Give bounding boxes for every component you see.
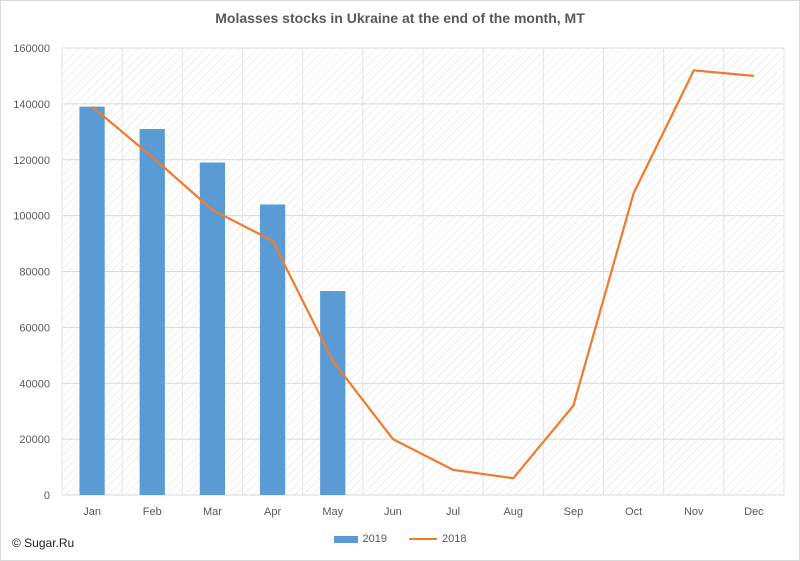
y-tick-label: 40000: [19, 378, 50, 390]
legend-label-2018: 2018: [442, 533, 467, 545]
legend-item-2018: 2018: [409, 533, 466, 545]
y-tick-label: 80000: [19, 267, 50, 279]
y-tick-label: 140000: [13, 99, 50, 111]
series-2019-bars: [79, 106, 346, 496]
chart-title: Molasses stocks in Ukraine at the end of…: [215, 10, 585, 26]
y-tick-label: 160000: [13, 43, 50, 55]
series-2018-line: [91, 69, 755, 480]
y-tick-label: 60000: [19, 322, 50, 334]
legend: 2019 2018: [0, 533, 800, 545]
x-tick-label: Nov: [684, 506, 704, 518]
legend-label-2019: 2019: [362, 533, 387, 545]
x-tick-label: Jan: [83, 506, 101, 518]
y-tick-label: 0: [44, 490, 50, 502]
x-tick-label: Oct: [625, 506, 642, 518]
legend-swatch-2018: [409, 538, 437, 540]
y-tick-label: 20000: [19, 434, 50, 446]
legend-swatch-2019: [333, 535, 358, 543]
x-tick-label: May: [322, 506, 343, 518]
bar-2019-may: [320, 291, 346, 495]
x-tick-label: Feb: [143, 506, 162, 518]
bar-2019-apr: [259, 204, 286, 495]
series-2018-line-group: [91, 69, 755, 480]
bar-2019-jan: [79, 106, 105, 495]
x-tick-label: Jul: [446, 506, 460, 518]
x-tick-label: Aug: [503, 506, 523, 518]
bar-2019-feb: [139, 129, 165, 496]
copyright-text: © Sugar.Ru: [12, 536, 75, 550]
bar-2019-mar: [199, 162, 226, 495]
x-tick-label: Dec: [744, 506, 764, 518]
gridlines: [61, 47, 785, 496]
y-tick-label: 120000: [13, 155, 50, 167]
x-tick-label: Apr: [264, 506, 281, 518]
x-tick-label: Mar: [203, 506, 222, 518]
legend-item-2019: 2019: [333, 533, 387, 545]
x-axis-ticks: Jan Feb Mar Apr May Jun Jul Aug Sep Oct Nov Dec: [83, 506, 764, 518]
y-tick-label: 100000: [13, 211, 50, 223]
x-tick-label: Sep: [564, 506, 584, 518]
x-tick-label: Jun: [384, 506, 402, 518]
y-axis-ticks: 0 20000 40000 60000 80000 100000 120000 140000 1…: [13, 43, 50, 502]
